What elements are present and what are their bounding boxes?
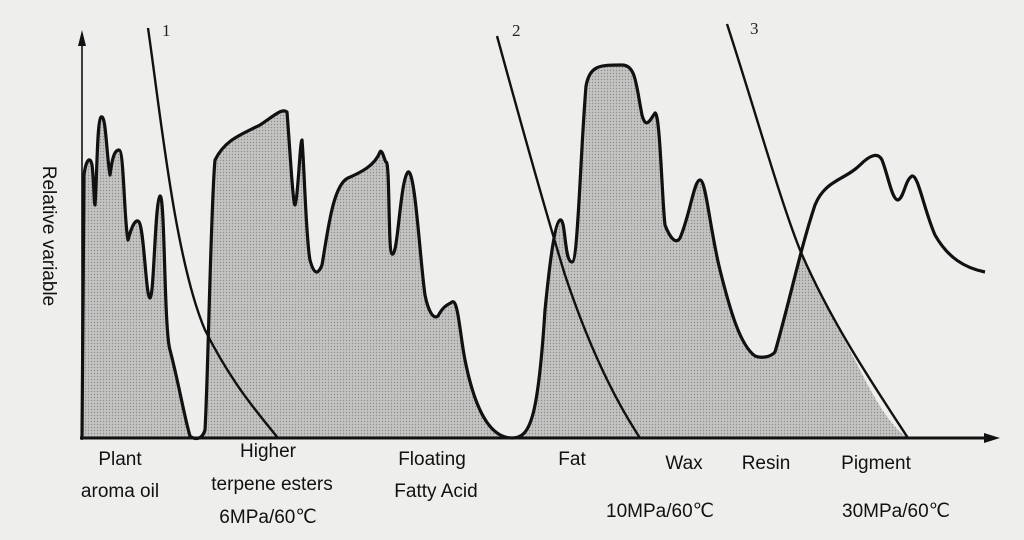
- gap-region-1b: [205, 330, 278, 438]
- x-axis-arrow-icon: [984, 433, 1000, 443]
- curve-number-label: 1: [162, 21, 171, 40]
- extraction-curve-1: [146, 27, 279, 439]
- component-label: Plant: [98, 449, 142, 470]
- y-axis-arrow-icon: [78, 30, 86, 46]
- component-label: terpene esters: [211, 474, 333, 495]
- curve-number-label: 2: [512, 21, 521, 40]
- component-label: 6MPa/60℃: [219, 507, 317, 528]
- component-label: Fat: [558, 449, 586, 470]
- component-label: 10MPa/60℃: [606, 501, 714, 522]
- extraction-curves: 1 2 3: [146, 19, 910, 439]
- axes: [78, 30, 1000, 443]
- profile-curve: [80, 63, 986, 441]
- gap-region-1: [160, 180, 210, 439]
- component-label: 30MPa/60℃: [842, 501, 950, 522]
- component-label: Wax: [665, 453, 703, 474]
- curve-number-label: 3: [750, 19, 759, 38]
- component-label: aroma oil: [80, 481, 160, 502]
- y-axis-label: Relative variable: [38, 165, 59, 307]
- profile-area-fill: [82, 65, 908, 439]
- extraction-curve-3: [725, 23, 910, 439]
- component-label: Floating: [398, 449, 466, 470]
- component-label: Higher: [240, 441, 296, 462]
- extraction-curve-2: [495, 35, 642, 439]
- component-label: Fatty Acid: [394, 481, 478, 502]
- component-label: Pigment: [841, 453, 911, 474]
- component-label: Resin: [741, 453, 791, 474]
